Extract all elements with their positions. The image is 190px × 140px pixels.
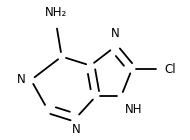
Text: NH: NH bbox=[125, 103, 142, 116]
Text: Cl: Cl bbox=[164, 63, 176, 76]
Text: N: N bbox=[72, 123, 80, 136]
Text: NH₂: NH₂ bbox=[45, 6, 67, 19]
Text: N: N bbox=[111, 27, 120, 40]
Text: N: N bbox=[17, 74, 26, 87]
